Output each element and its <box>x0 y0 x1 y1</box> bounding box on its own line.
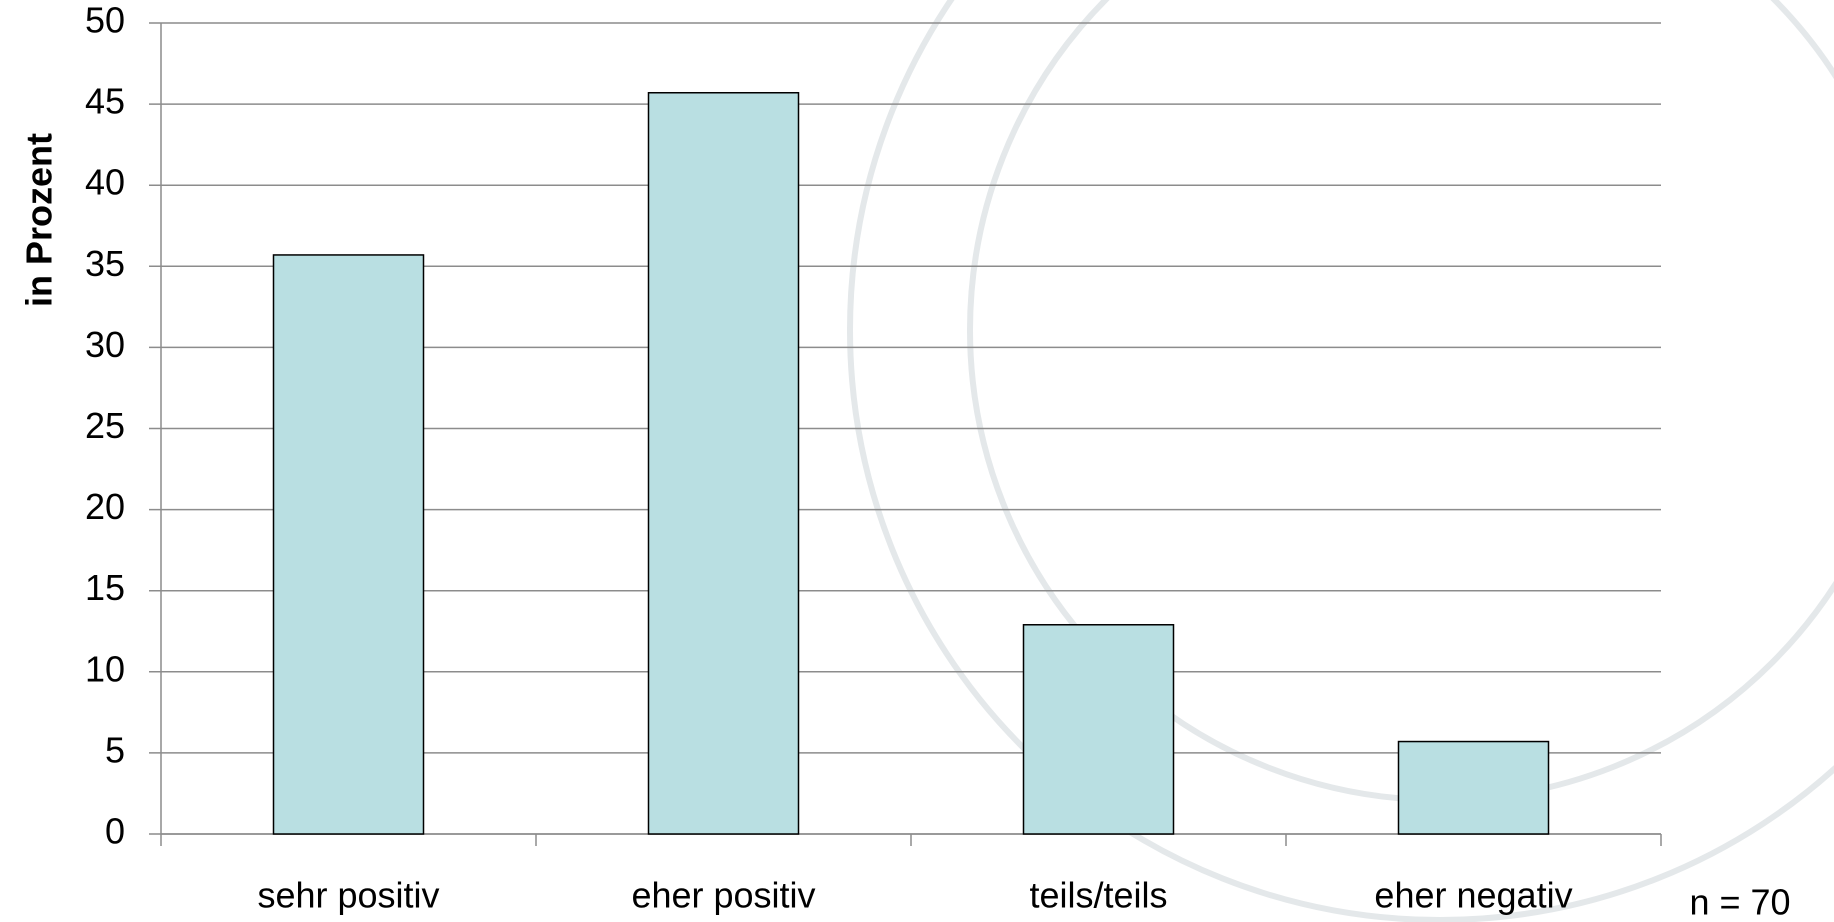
y-tick-label: 20 <box>85 486 125 527</box>
bar <box>272 254 425 835</box>
y-tick-label: 15 <box>85 567 125 608</box>
y-tick-label: 5 <box>105 729 125 770</box>
y-tick-label: 30 <box>85 324 125 365</box>
y-tick-label: 45 <box>85 81 125 122</box>
x-tick-label: eher positiv <box>631 875 815 916</box>
y-tick-label: 50 <box>85 0 125 41</box>
x-tick-label: teils/teils <box>1029 875 1167 916</box>
y-tick-label: 25 <box>85 405 125 446</box>
bar <box>647 91 800 835</box>
y-axis-label: in Prozent <box>19 133 60 307</box>
bar <box>1022 624 1175 835</box>
y-tick-label: 35 <box>85 243 125 284</box>
watermark <box>847 0 1834 922</box>
x-tick-label: sehr positiv <box>257 875 439 916</box>
bar <box>1397 740 1550 835</box>
annotation: n = 70 <box>1689 882 1790 922</box>
y-tick-label: 10 <box>85 648 125 689</box>
y-tick-label: 0 <box>105 811 125 852</box>
x-tick-label: eher negativ <box>1374 875 1572 916</box>
y-tick-label: 40 <box>85 162 125 203</box>
